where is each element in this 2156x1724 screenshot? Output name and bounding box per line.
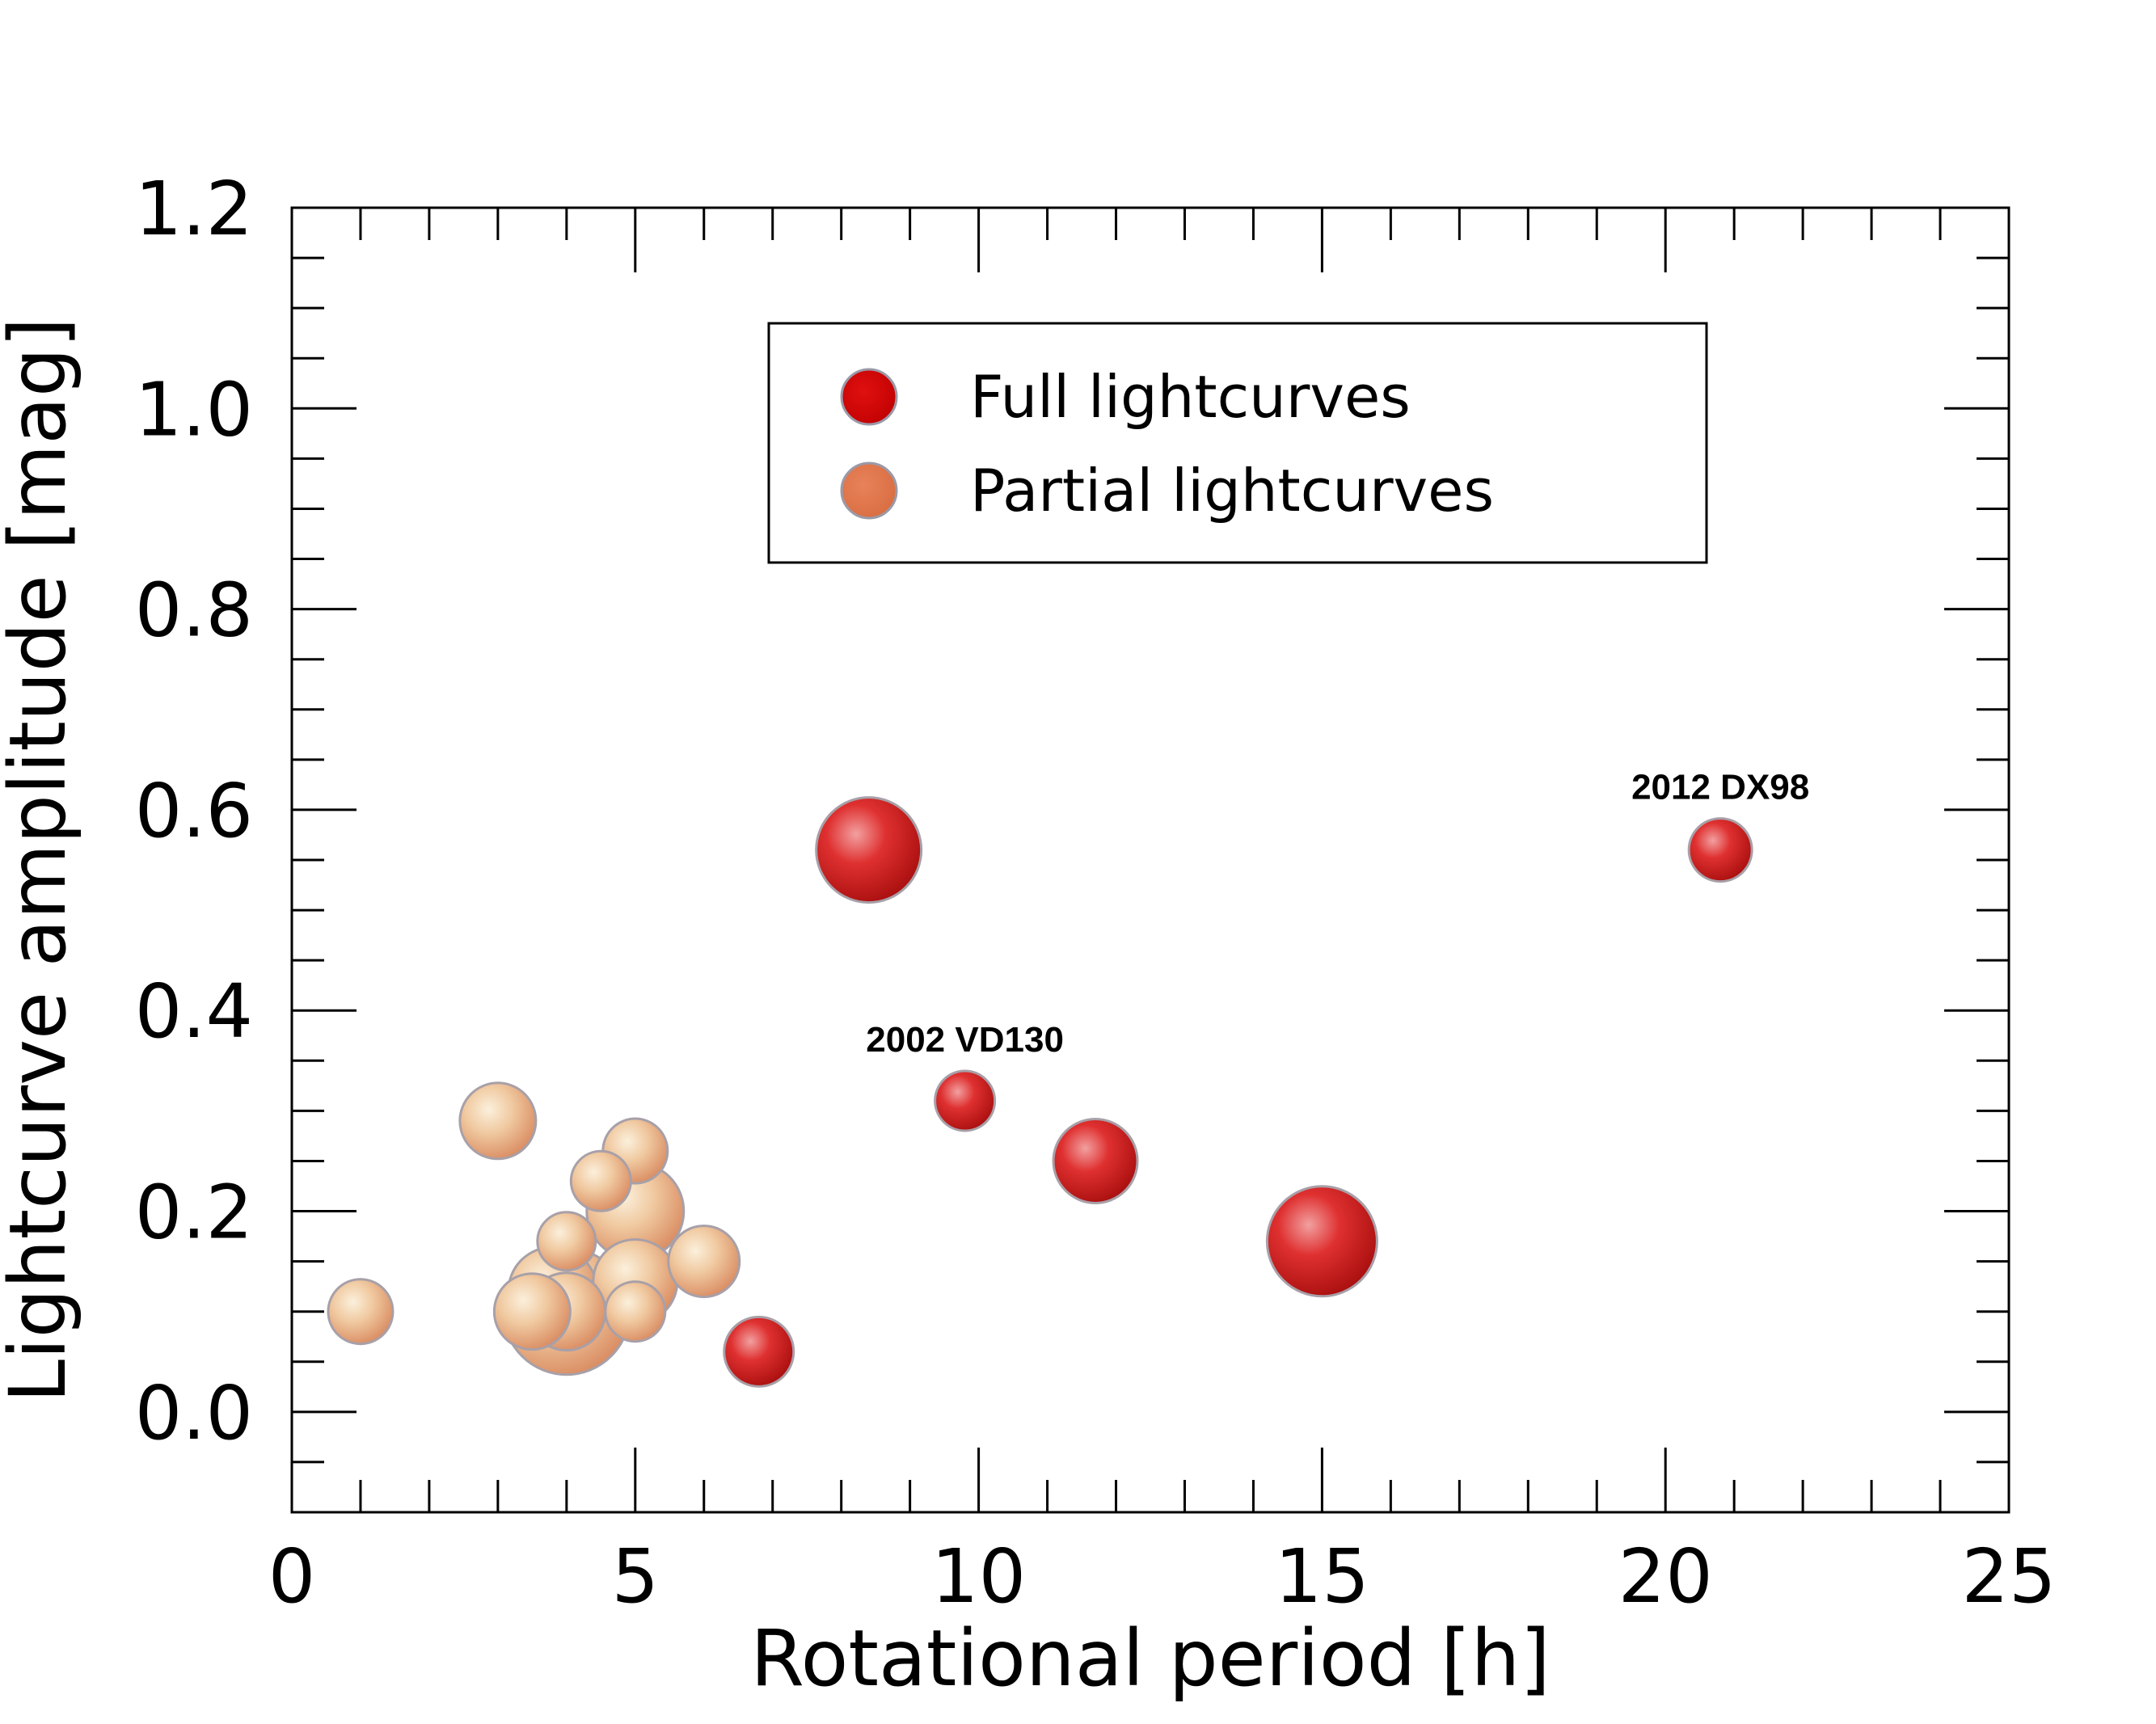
point-annotation: 2002 VD130: [866, 1020, 1064, 1060]
y-tick-labels: 0.0 0.2 0.4 0.6 0.8 1.0 1.2: [135, 166, 253, 1456]
y-tick-label: 0.0: [135, 1370, 253, 1456]
legend: Full lightcurves Partial lightcurves: [767, 322, 1708, 564]
partial-lightcurve-point: [604, 1280, 667, 1343]
x-tick-label: 0: [268, 1533, 316, 1620]
partial-lightcurve-point: [536, 1211, 597, 1272]
x-tick-label: 20: [1618, 1533, 1713, 1620]
point-annotations: 2012 DX98 2002 VD130: [866, 768, 1809, 1060]
x-tick-label: 25: [1961, 1533, 2056, 1620]
plot-frame: [290, 206, 2010, 1514]
y-tick-label: 0.8: [135, 567, 253, 654]
x-tick-label: 15: [1275, 1533, 1369, 1620]
legend-marker-full: [840, 368, 898, 426]
y-tick-label: 1.0: [135, 366, 253, 453]
full-lightcurve-point: [1687, 817, 1753, 883]
full-lightcurve-point: [1052, 1117, 1139, 1204]
legend-label-full: Full lightcurves: [970, 363, 1411, 431]
axis-ticks: [290, 206, 2010, 1514]
full-lightcurve-point: [934, 1069, 997, 1132]
legend-label-partial: Partial lightcurves: [970, 457, 1494, 525]
legend-box: [767, 322, 1708, 564]
legend-marker-partial: [840, 462, 898, 520]
y-axis-title: Lightcurve amplitude [mag]: [0, 318, 83, 1403]
y-tick-label: 1.2: [135, 166, 253, 252]
x-tick-labels: 0 5 10 15 20 25: [268, 1533, 2057, 1620]
full-lightcurve-point: [1265, 1185, 1378, 1298]
point-annotation: 2012 DX98: [1631, 768, 1809, 807]
partial-lightcurve-point: [492, 1272, 572, 1351]
x-axis-title: Rotational period [h]: [750, 1613, 1551, 1704]
partial-lightcurve-point: [667, 1225, 741, 1299]
y-tick-label: 0.4: [135, 968, 253, 1055]
data-points: [327, 796, 1753, 1388]
y-tick-label: 0.2: [135, 1170, 253, 1256]
partial-lightcurve-point: [458, 1081, 538, 1161]
x-tick-label: 5: [612, 1533, 660, 1620]
y-tick-label: 0.6: [135, 768, 253, 854]
partial-lightcurve-point: [569, 1149, 632, 1212]
full-lightcurve-point: [815, 796, 923, 904]
x-tick-label: 10: [931, 1533, 1026, 1620]
partial-lightcurve-point: [327, 1278, 394, 1346]
full-lightcurve-point: [723, 1315, 795, 1388]
